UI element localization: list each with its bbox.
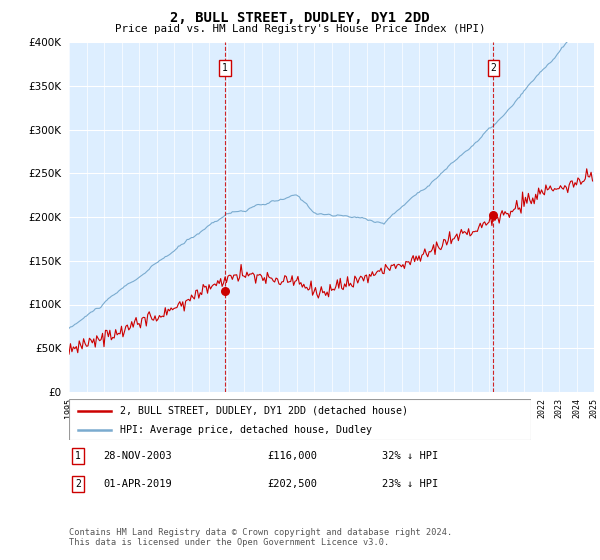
Text: £116,000: £116,000: [268, 451, 317, 461]
Text: 23% ↓ HPI: 23% ↓ HPI: [382, 479, 439, 489]
Text: This data is licensed under the Open Government Licence v3.0.: This data is licensed under the Open Gov…: [69, 538, 389, 547]
Text: 28-NOV-2003: 28-NOV-2003: [103, 451, 172, 461]
Text: 01-APR-2019: 01-APR-2019: [103, 479, 172, 489]
Text: 1: 1: [75, 451, 81, 461]
Text: 2, BULL STREET, DUDLEY, DY1 2DD (detached house): 2, BULL STREET, DUDLEY, DY1 2DD (detache…: [120, 405, 408, 416]
Point: [220, 286, 230, 295]
Text: £202,500: £202,500: [268, 479, 317, 489]
Point: [488, 211, 498, 220]
Text: 2: 2: [75, 479, 81, 489]
Text: 2, BULL STREET, DUDLEY, DY1 2DD: 2, BULL STREET, DUDLEY, DY1 2DD: [170, 11, 430, 25]
Text: HPI: Average price, detached house, Dudley: HPI: Average price, detached house, Dudl…: [120, 424, 372, 435]
Text: 1: 1: [222, 63, 228, 73]
Text: Contains HM Land Registry data © Crown copyright and database right 2024.: Contains HM Land Registry data © Crown c…: [69, 528, 452, 536]
Text: 32% ↓ HPI: 32% ↓ HPI: [382, 451, 439, 461]
Text: 2: 2: [490, 63, 496, 73]
Text: Price paid vs. HM Land Registry's House Price Index (HPI): Price paid vs. HM Land Registry's House …: [115, 24, 485, 34]
